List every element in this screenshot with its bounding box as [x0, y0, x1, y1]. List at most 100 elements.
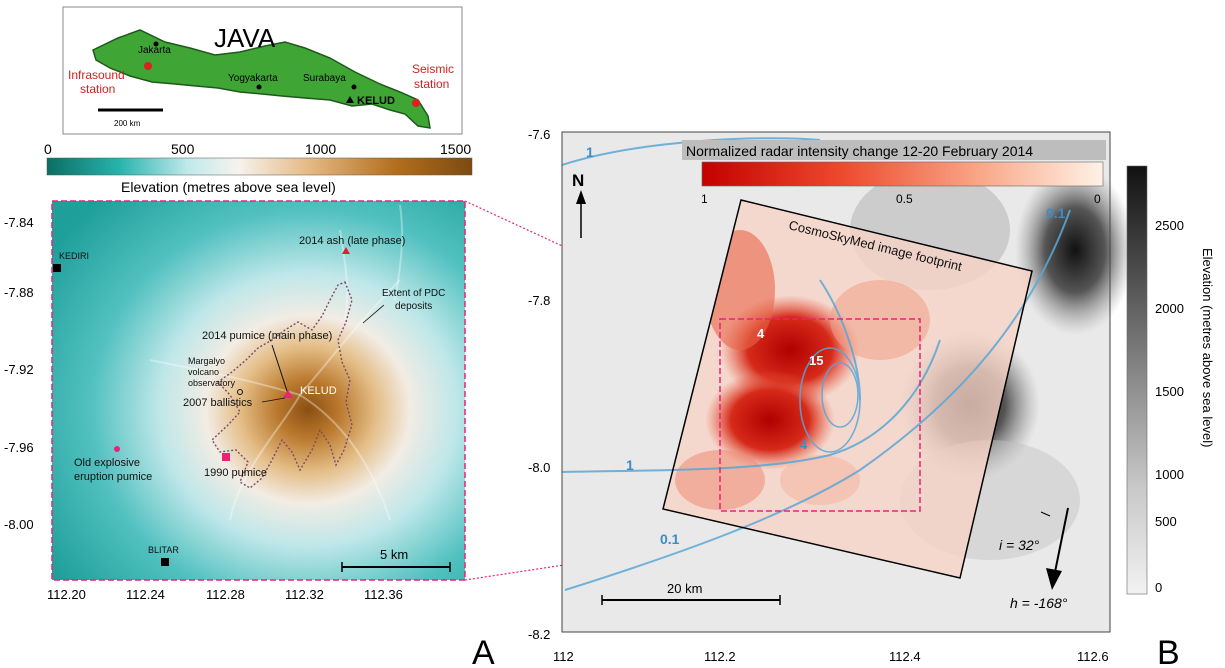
- panel-a-terrain: [52, 201, 465, 580]
- intensity-gradient: [701, 161, 1104, 187]
- contour-15: [821, 362, 859, 428]
- elev-a-tick-0: 0: [44, 141, 52, 157]
- b-x-tick-4: 112.6: [1077, 649, 1109, 664]
- pdc-leader: [362, 304, 385, 324]
- intensity-tick-0: 0: [1094, 192, 1101, 206]
- elev-b-label: Elevation (metres above sea level): [1200, 248, 1215, 447]
- pumice-main-label: 2014 pumice (main phase): [202, 330, 332, 342]
- a-x-tick-1: 112.20: [47, 587, 86, 602]
- b-y-tick-3: -8.0: [528, 460, 550, 475]
- intensity-patch-2: [705, 370, 835, 470]
- intensity-patch-4: [830, 280, 930, 360]
- jakarta-label: Jakarta: [138, 45, 171, 56]
- ash-late-label: 2014 ash (late phase): [299, 235, 405, 247]
- surabaya-dot: [351, 84, 357, 90]
- heading-arrow-icon: [1046, 568, 1062, 590]
- a-y-tick-4: -7.96: [4, 440, 34, 455]
- scale-bar-b: [601, 595, 781, 605]
- north-arrow-icon: [576, 190, 586, 204]
- a-x-tick-3: 112.28: [206, 587, 245, 602]
- scale-bar-a: [341, 562, 451, 572]
- seismic-station-dot: [412, 99, 420, 107]
- seismic-label-2: station: [414, 77, 449, 91]
- elev-a-tick-1000: 1000: [305, 141, 336, 157]
- elev-a-gradient: [46, 157, 473, 176]
- kelud-inset-triangle: [346, 96, 354, 103]
- kediri-label: KEDIRI: [59, 251, 89, 261]
- intensity-patch-6: [780, 455, 860, 505]
- b-y-tick-1: -7.6: [528, 127, 550, 142]
- scale-label-b: 20 km: [667, 581, 702, 596]
- elev-b-gradient: [1126, 165, 1148, 595]
- pumice-1990-label: 1990 pumice: [204, 467, 267, 479]
- elev-b-tick-1500: 1500: [1155, 384, 1184, 399]
- b-y-tick-4: -8.2: [528, 627, 550, 642]
- pdc-label-1: Extent of PDC: [382, 288, 445, 299]
- scale-label-a: 5 km: [380, 547, 408, 562]
- pumice-main-leader: [271, 344, 289, 395]
- contour-1-ring: [561, 339, 941, 473]
- yogyakarta-label: Yogyakarta: [228, 73, 278, 84]
- panel-a: 0 500 1000 1500 Elevation (metres above …: [4, 141, 495, 668]
- elev-b-tick-0: 0: [1155, 580, 1162, 595]
- terrain-ridges: [149, 204, 404, 521]
- elev-b-tick-2000: 2000: [1155, 301, 1184, 316]
- inset-scale-label: 200 km: [114, 119, 141, 128]
- panel-b-frame: [561, 131, 1111, 633]
- intensity-title: Normalized radar intensity change 12-20 …: [686, 143, 1033, 159]
- infrasound-station-dot: [144, 62, 152, 70]
- contour-label-0.1-ne: 0.1: [1046, 205, 1066, 221]
- blitar-label: BLITAR: [148, 545, 179, 555]
- ballistics-leader: [261, 397, 286, 403]
- elev-a-label: Elevation (metres above sea level): [121, 179, 336, 195]
- b-y-tick-2: -7.8: [528, 293, 550, 308]
- a-x-tick-2: 112.24: [126, 587, 165, 602]
- kediri-square: [53, 264, 61, 272]
- b-x-tick-2: 112.2: [704, 649, 736, 664]
- intensity-title-bg: [682, 140, 1106, 160]
- kelud-triangle: [283, 390, 293, 398]
- elev-b-tick-1000: 1000: [1155, 467, 1184, 482]
- seismic-label-1: Seismic: [412, 62, 454, 76]
- old-pumice-label-1: Old explosive: [74, 457, 140, 469]
- heading-label: h = -168°: [1010, 595, 1068, 611]
- old-pumice-dot: [114, 446, 120, 452]
- cosmoskymed-footprint: [662, 199, 1033, 579]
- blitar-square: [161, 558, 169, 566]
- infrasound-label-2: station: [80, 82, 115, 96]
- kelud-label: KELUD: [300, 385, 337, 397]
- panel-b-letter: B: [1157, 634, 1180, 668]
- panel-a-letter: A: [472, 634, 495, 668]
- a-x-tick-4: 112.32: [285, 587, 324, 602]
- zoom-connector-bottom: [464, 510, 921, 581]
- a-y-tick-3: -7.92: [4, 362, 34, 377]
- contour-label-4-north: 4: [757, 326, 765, 341]
- intensity-tick-1: 1: [701, 192, 708, 206]
- contour-label-1-north: 1: [586, 144, 594, 160]
- elev-b-tick-500: 500: [1155, 514, 1177, 529]
- pumice-1990-square: [222, 453, 230, 461]
- pdc-deposit-outline: [211, 281, 353, 489]
- java-inset: JAVA Jakarta Yogyakarta Surabaya KELUD I…: [62, 6, 463, 135]
- a-y-tick-5: -8.00: [4, 517, 34, 532]
- dark-terrain-ne: [1015, 165, 1135, 335]
- a-y-tick-2: -7.88: [4, 285, 34, 300]
- elevation-colorbar-a: 0 500 1000 1500 Elevation (metres above …: [44, 141, 473, 195]
- panel-b: 1 0.1 1 0.1 4 15 4 CosmoSkyMed image foo…: [528, 127, 1215, 668]
- b-x-tick-3: 112.4: [889, 649, 921, 664]
- pdc-label-2: deposits: [395, 301, 432, 312]
- elev-b-tick-2500: 2500: [1155, 218, 1184, 233]
- ballistics-label: 2007 ballistics: [183, 397, 253, 409]
- a-x-tick-5: 112.36: [364, 587, 403, 602]
- contour-label-1-west: 1: [626, 457, 634, 473]
- panel-a-extent-box: [719, 318, 921, 512]
- b-x-tick-1: 112: [553, 649, 574, 664]
- infrasound-label-1: Infrasound: [68, 68, 125, 82]
- observatory-label-2: volcano: [188, 367, 219, 377]
- contour-label-0.1-sw: 0.1: [660, 531, 680, 547]
- heading-arrow-shaft: [1054, 507, 1069, 573]
- elev-a-tick-500: 500: [171, 141, 195, 157]
- kelud-inset-label: KELUD: [357, 95, 395, 107]
- observatory-dot: [237, 389, 243, 395]
- contour-label-4-south: 4: [800, 437, 808, 452]
